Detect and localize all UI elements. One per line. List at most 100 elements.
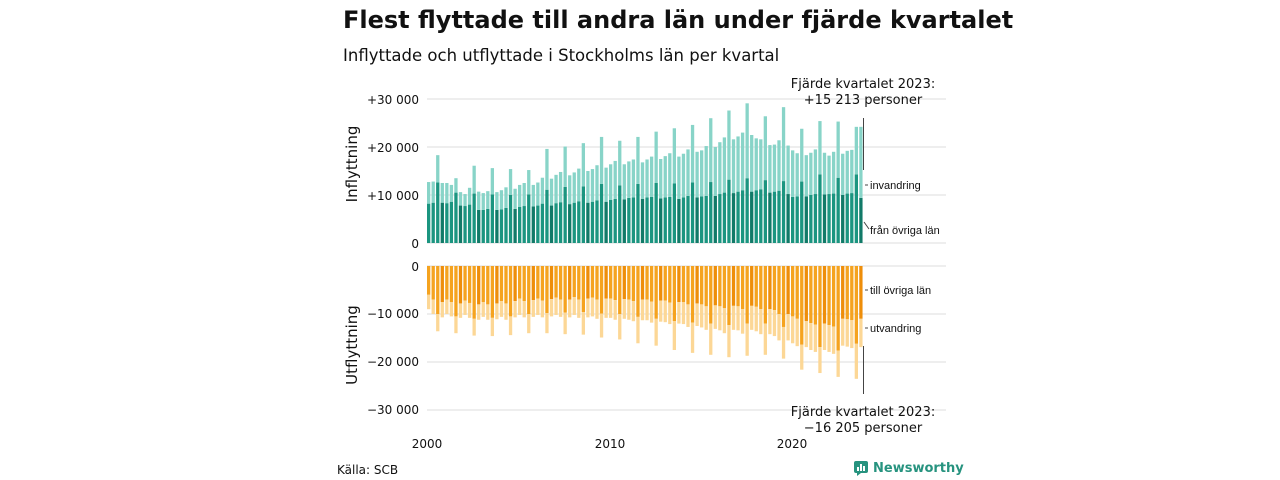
- bar-inflow-immigration: [740, 132, 745, 191]
- annotation-bottom-line2: −16 205 personer: [804, 421, 923, 436]
- bar-outflow-emigration: [659, 300, 663, 322]
- bar-outflow-domestic: [791, 266, 795, 317]
- bar-inflow-domestic: [449, 201, 454, 243]
- series-label-utvandring: utvandring: [870, 323, 921, 335]
- bar-outflow-domestic: [781, 266, 786, 327]
- bar-outflow-emigration: [668, 302, 672, 325]
- bar-inflow-immigration: [613, 160, 617, 199]
- bar-outflow-emigration: [467, 302, 472, 318]
- bar-outflow-emigration: [590, 297, 595, 317]
- bar-outflow-domestic: [449, 266, 454, 302]
- bar-inflow-immigration: [804, 155, 808, 197]
- bar-outflow-emigration: [477, 304, 481, 320]
- bar-outflow-domestic: [809, 266, 813, 324]
- bar-outflow-domestic: [527, 266, 531, 314]
- x-tick-2000: 2000: [412, 437, 443, 451]
- bar-inflow-immigration: [795, 153, 799, 197]
- bar-inflow-domestic: [727, 179, 731, 243]
- axes: Inflyttning Utflyttning +30 000 +20 000 …: [343, 93, 807, 451]
- bar-outflow-emigration: [750, 305, 754, 330]
- bar-inflow-domestic: [440, 202, 444, 243]
- bar-inflow-immigration: [836, 121, 840, 178]
- bar-inflow-immigration: [736, 136, 740, 192]
- bar-inflow-immigration: [554, 174, 558, 204]
- bar-outflow-emigration: [504, 303, 508, 320]
- bar-inflow-domestic: [859, 197, 863, 243]
- bar-outflow-emigration: [736, 306, 740, 331]
- bar-outflow-domestic: [495, 266, 499, 304]
- bar-outflow-domestic: [818, 266, 822, 348]
- bar-outflow-emigration: [486, 304, 490, 320]
- bar-outflow-emigration: [649, 301, 654, 323]
- bar-inflow-domestic: [663, 197, 667, 243]
- bar-inflow-domestic: [577, 201, 581, 243]
- bar-inflow-domestic: [536, 205, 540, 243]
- bar-inflow-domestic: [504, 207, 508, 243]
- bar-inflow-domestic: [540, 203, 545, 243]
- bar-inflow-domestic: [431, 202, 435, 243]
- bar-inflow-domestic: [495, 209, 499, 243]
- bar-outflow-emigration: [800, 344, 804, 370]
- bar-inflow-immigration: [800, 128, 804, 182]
- bar-inflow-immigration: [754, 138, 758, 191]
- bar-outflow-domestic: [827, 266, 831, 326]
- bar-outflow-domestic: [768, 266, 772, 310]
- bar-inflow-domestic: [654, 183, 658, 243]
- bar-inflow-immigration: [818, 121, 822, 175]
- bar-inflow-immigration: [609, 164, 613, 200]
- bar-outflow-domestic: [490, 266, 494, 318]
- bar-outflow-emigration: [436, 314, 440, 332]
- y-axis-label-outflow: Utflyttning: [343, 305, 361, 385]
- x-tick-2020: 2020: [777, 437, 808, 451]
- bar-inflow-immigration: [495, 192, 499, 210]
- bar-inflow-domestic: [586, 202, 590, 243]
- bar-outflow-domestic: [677, 266, 681, 302]
- bar-outflow-domestic: [836, 266, 840, 351]
- bar-outflow-emigration: [713, 305, 717, 329]
- bar-inflow-immigration: [672, 128, 676, 184]
- bar-outflow-emigration: [536, 298, 540, 315]
- bar-outflow-domestic: [477, 266, 481, 305]
- bar-inflow-domestic: [499, 209, 504, 243]
- bar-outflow-domestic: [854, 266, 858, 344]
- bar-inflow-immigration: [781, 107, 786, 182]
- series-label-fran-ovriga-lan: från övriga län: [870, 225, 940, 237]
- bar-outflow-emigration: [813, 324, 818, 352]
- bar-outflow-emigration: [754, 306, 758, 332]
- bar-inflow-immigration: [604, 167, 608, 202]
- bar-inflow-domestic: [854, 174, 858, 243]
- bar-inflow-immigration: [772, 144, 777, 192]
- x-tick-2010: 2010: [595, 437, 626, 451]
- bar-inflow-immigration: [700, 150, 704, 197]
- bar-inflow-immigration: [649, 156, 654, 197]
- bar-outflow-domestic: [759, 266, 763, 310]
- bar-inflow-immigration: [631, 159, 636, 198]
- bar-inflow-immigration: [508, 169, 513, 195]
- bar-outflow-emigration: [727, 325, 731, 358]
- bar-outflow-emigration: [495, 303, 499, 320]
- bar-outflow-domestic: [531, 266, 535, 301]
- bar-inflow-immigration: [777, 140, 781, 191]
- bar-inflow-domestic: [467, 204, 472, 243]
- bar-outflow-domestic: [458, 266, 463, 304]
- bar-inflow-domestic: [850, 193, 854, 243]
- bar-inflow-immigration: [586, 171, 590, 203]
- bar-inflow-domestic: [709, 182, 713, 243]
- bar-inflow-domestic: [836, 177, 840, 243]
- bar-inflow-domestic: [740, 190, 745, 243]
- brand-logo[interactable]: Newsworthy: [854, 461, 964, 476]
- bar-outflow-domestic: [654, 266, 658, 319]
- bar-inflow-domestic: [750, 191, 754, 243]
- bar-inflow-immigration: [627, 161, 631, 198]
- bar-outflow-emigration: [718, 306, 722, 331]
- bar-outflow-emigration: [568, 299, 572, 318]
- bar-outflow-domestic: [845, 266, 849, 320]
- bar-outflow-emigration: [599, 313, 604, 338]
- bar-inflow-domestic: [545, 189, 549, 243]
- bar-outflow-emigration: [786, 314, 790, 341]
- bar-inflow-immigration: [845, 150, 849, 194]
- bar-outflow-emigration: [431, 299, 435, 314]
- chart-title: Flest flyttade till andra län under fjär…: [343, 6, 1014, 34]
- bar-inflow-domestic: [704, 195, 708, 243]
